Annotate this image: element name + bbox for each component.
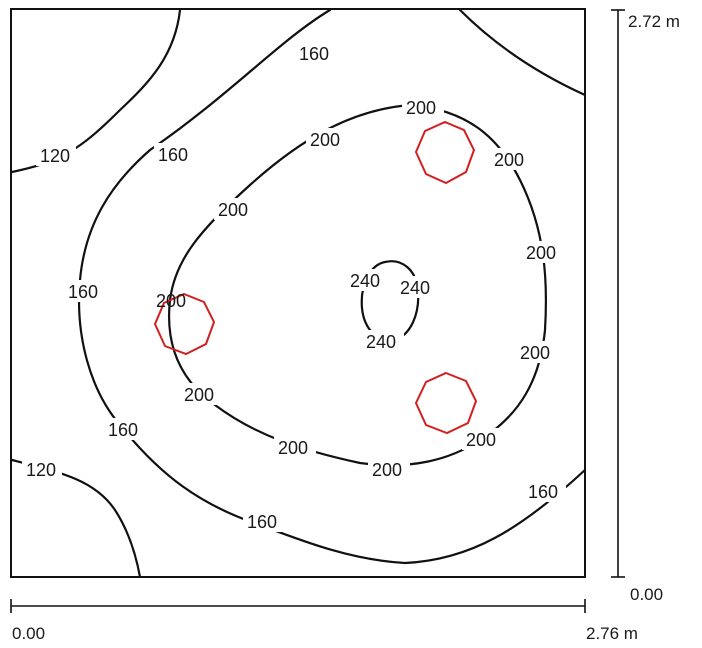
label-160-top: 160 [299, 44, 329, 64]
luminaire-bottom-right[interactable] [414, 371, 478, 435]
label-200-at-luminaire: 200 [156, 291, 186, 311]
height-label: 2.72 m [628, 12, 680, 31]
label-120-bottom: 120 [26, 460, 56, 480]
label-240-bottom: 240 [366, 332, 396, 352]
width-origin-label: 0.00 [12, 624, 45, 643]
contour-labels: 120 120 160 160 160 160 160 160 200 200 … [22, 42, 566, 532]
label-160-left: 160 [68, 282, 98, 302]
label-160-right: 160 [528, 482, 558, 502]
label-240-right: 240 [400, 278, 430, 298]
contour-160-topright [458, 8, 587, 97]
label-160-upper: 160 [158, 145, 188, 165]
height-origin-label: 0.00 [630, 585, 663, 604]
label-200-top: 200 [406, 98, 436, 118]
label-200-bottom-right: 200 [466, 430, 496, 450]
width-label: 2.76 m [586, 624, 638, 643]
label-120-top: 120 [40, 146, 70, 166]
label-200-right-low: 200 [520, 343, 550, 363]
label-200-bottom-mid: 200 [372, 460, 402, 480]
label-200-top-left: 200 [310, 130, 340, 150]
label-200-right-mid: 200 [526, 243, 556, 263]
label-160-bottom: 160 [247, 512, 277, 532]
luminaire-left[interactable] [153, 292, 216, 356]
label-200-right-top: 200 [494, 150, 524, 170]
height-dimension: 2.72 m 0.00 [611, 9, 680, 604]
room-outline [10, 8, 586, 578]
label-200-bottom-left: 200 [278, 438, 308, 458]
label-240-left: 240 [350, 271, 380, 291]
label-200-mid-left: 200 [218, 200, 248, 220]
contour-160-main [77, 8, 587, 565]
width-dimension: 0.00 2.76 m [10, 599, 638, 643]
label-160-lower-left: 160 [108, 420, 138, 440]
luminaire-top-right[interactable] [414, 120, 476, 185]
label-200-left-low: 200 [184, 385, 214, 405]
